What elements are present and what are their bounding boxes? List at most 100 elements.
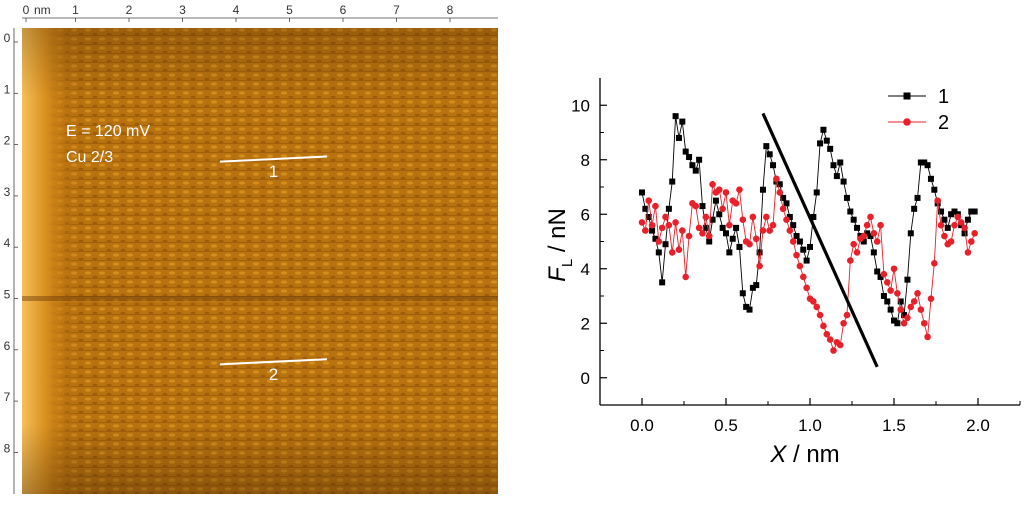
scan-line-artifact — [22, 296, 498, 301]
series-1-point — [864, 230, 871, 237]
plot-series — [638, 112, 978, 368]
series-1-point — [746, 306, 753, 313]
series-2-point — [937, 221, 945, 229]
series-2-point — [897, 306, 905, 313]
plot-legend: 12 — [888, 86, 949, 134]
series-1-point — [870, 249, 877, 256]
stm-x-tick-label: 8 — [447, 3, 454, 17]
series-2-point — [799, 273, 807, 281]
series-1-point — [850, 216, 857, 223]
legend-marker-2 — [903, 118, 911, 126]
series-2-point — [873, 238, 881, 245]
series-1-point — [907, 230, 914, 237]
series-1-point — [817, 140, 824, 147]
series-2-point — [709, 180, 716, 188]
stm-y-tick-label: 4 — [4, 236, 11, 250]
series-2-point — [645, 197, 653, 204]
series-1-point — [931, 186, 938, 193]
series-2-point — [675, 246, 683, 253]
series-2-point — [870, 230, 878, 237]
stm-y-tick-label: 3 — [4, 185, 11, 199]
series-2-point — [867, 213, 874, 221]
series-1-point — [901, 312, 908, 319]
series-2-point — [665, 221, 673, 229]
y-tick-label: 10 — [571, 96, 590, 115]
series-2-point — [951, 221, 958, 229]
series-2-point — [658, 224, 666, 232]
series-line-2 — [641, 178, 976, 352]
series-1-point — [686, 154, 693, 161]
stm-y-tick-label: 6 — [4, 339, 11, 353]
series-1-point — [938, 208, 945, 215]
series-1-point — [699, 203, 706, 210]
y-tick-label: 8 — [581, 151, 590, 170]
series-2-point — [692, 202, 700, 210]
x-axis-label-var: X — [769, 441, 787, 468]
series-2-point — [736, 186, 743, 194]
series-2-point — [971, 230, 978, 237]
series-1-point — [840, 178, 847, 185]
series-2-point — [662, 213, 669, 221]
series-2-point — [900, 319, 908, 327]
series-2-point — [907, 303, 915, 311]
series-1-point — [726, 249, 733, 256]
series-1-point — [823, 137, 830, 144]
series-1-point — [894, 320, 901, 327]
series-2-point — [719, 205, 726, 213]
y-axis-label-sub: L — [559, 259, 576, 267]
series-1-point — [743, 303, 750, 310]
series-2-point — [789, 238, 797, 245]
series-1-point — [854, 224, 861, 231]
series-1-point — [887, 306, 894, 313]
series-2-point — [941, 232, 948, 240]
stm-y-tick-label: 5 — [4, 288, 11, 302]
series-1-point — [749, 284, 756, 291]
series-1-point — [639, 189, 645, 196]
series-1-point — [766, 151, 773, 158]
series-1-point — [897, 298, 904, 305]
series-1-point — [763, 143, 770, 150]
series-1-point — [692, 167, 699, 174]
series-2-point — [954, 213, 962, 221]
series-2-point — [826, 336, 834, 343]
series-2-point — [759, 227, 767, 234]
stm-y-axis: 0 1 2 3 4 5 6 7 8 — [4, 28, 18, 494]
series-2-point — [705, 232, 713, 240]
series-1-point — [776, 181, 783, 188]
series-2-point — [860, 232, 868, 240]
series-1-point — [665, 205, 672, 212]
profile-line-2 — [219, 358, 327, 366]
fit-line — [761, 112, 879, 368]
series-2-point — [877, 221, 884, 229]
series-1-point — [874, 268, 881, 275]
series-1-point — [793, 233, 800, 240]
series-1-point — [759, 186, 766, 193]
stm-x-tick-label: 7 — [393, 3, 400, 17]
series-2-point — [638, 219, 646, 226]
series-2-point — [917, 306, 925, 313]
series-1-point — [837, 159, 844, 166]
series-1-point — [884, 298, 891, 305]
series-1-point — [712, 197, 719, 204]
series-2-point — [726, 221, 733, 229]
series-2-point — [904, 314, 911, 322]
stm-y-tick-label: 8 — [4, 441, 11, 455]
series-2-point — [715, 186, 723, 194]
series-2-point — [803, 284, 810, 292]
series-2-point — [820, 322, 827, 330]
profile-line-1 — [219, 155, 327, 163]
y-axis-label-unit: / nN — [544, 208, 571, 259]
stm-x-tick-label: 3 — [179, 3, 186, 17]
y-tick-label: 6 — [581, 205, 590, 224]
series-1-point — [796, 238, 803, 245]
series-1-point — [679, 118, 686, 125]
series-1-point — [860, 238, 867, 245]
series-2-point — [722, 189, 730, 196]
series-2-point — [853, 249, 861, 256]
y-axis-label-var: F — [544, 266, 571, 282]
series-1-point — [880, 293, 887, 299]
series-2-point — [766, 227, 773, 234]
series-2-point — [887, 287, 894, 294]
series-1-point — [820, 126, 827, 133]
